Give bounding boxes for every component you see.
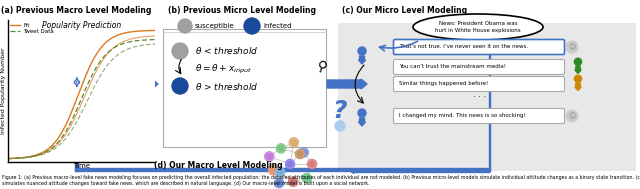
Text: News: President Obama was
hurt in White House explosions: News: President Obama was hurt in White … xyxy=(435,21,521,33)
Text: Similar things happened before!: Similar things happened before! xyxy=(399,81,488,87)
FancyArrow shape xyxy=(358,56,365,64)
Text: ⚲: ⚲ xyxy=(315,59,329,75)
FancyArrow shape xyxy=(73,146,79,151)
FancyArrow shape xyxy=(575,66,581,74)
Text: infected: infected xyxy=(263,23,291,29)
Circle shape xyxy=(275,167,285,177)
Circle shape xyxy=(275,179,284,187)
Circle shape xyxy=(307,160,317,169)
Text: Popularity Prediction: Popularity Prediction xyxy=(42,21,121,30)
FancyBboxPatch shape xyxy=(394,108,564,123)
Ellipse shape xyxy=(413,14,543,40)
Bar xyxy=(350,168,490,171)
Text: ☺: ☺ xyxy=(568,113,575,119)
Circle shape xyxy=(285,160,294,169)
FancyArrow shape xyxy=(350,169,490,174)
Text: ⚲: ⚲ xyxy=(136,59,150,75)
Text: ☺: ☺ xyxy=(568,44,575,50)
Circle shape xyxy=(172,43,188,59)
Bar xyxy=(338,23,636,171)
Text: susceptible: susceptible xyxy=(195,23,235,29)
Text: $\theta = \theta + x_{input}$: $\theta = \theta + x_{input}$ xyxy=(195,62,252,76)
Text: You can’t trust the mainstream media!: You can’t trust the mainstream media! xyxy=(399,64,506,70)
Text: ?: ? xyxy=(333,99,348,123)
Circle shape xyxy=(575,58,582,65)
Circle shape xyxy=(289,138,298,147)
Circle shape xyxy=(300,148,308,157)
Circle shape xyxy=(172,78,188,94)
Circle shape xyxy=(335,121,345,131)
Circle shape xyxy=(289,177,298,186)
Text: $\theta$ > threshold: $\theta$ > threshold xyxy=(195,81,259,91)
Circle shape xyxy=(296,149,305,159)
Circle shape xyxy=(296,149,305,159)
Circle shape xyxy=(178,19,192,33)
Circle shape xyxy=(275,167,285,177)
Circle shape xyxy=(265,152,274,161)
FancyArrow shape xyxy=(358,118,365,126)
Bar xyxy=(75,168,350,171)
Text: simulates nuanced attitude changes toward fake news, which are described in natu: simulates nuanced attitude changes towar… xyxy=(2,181,370,186)
Bar xyxy=(489,51,490,171)
Circle shape xyxy=(289,138,298,147)
Circle shape xyxy=(575,75,582,82)
Bar xyxy=(163,29,326,147)
Circle shape xyxy=(302,174,311,183)
Y-axis label: Infected Popularity Number: Infected Popularity Number xyxy=(1,47,6,134)
FancyBboxPatch shape xyxy=(394,60,564,74)
Circle shape xyxy=(358,47,366,55)
Circle shape xyxy=(289,177,298,186)
Circle shape xyxy=(566,110,578,122)
Circle shape xyxy=(302,174,311,183)
Text: (d) Our Macro Level Modeling: (d) Our Macro Level Modeling xyxy=(154,160,282,170)
Circle shape xyxy=(300,148,308,157)
Circle shape xyxy=(244,18,260,34)
Text: That’s not true. I’ve never seen it on the news.: That’s not true. I’ve never seen it on t… xyxy=(399,44,528,50)
FancyArrow shape xyxy=(118,79,158,89)
Circle shape xyxy=(285,160,294,169)
Text: (a) Previous Macro Level Modeling: (a) Previous Macro Level Modeling xyxy=(1,6,152,15)
Text: Figure 1: (a) Previous macro-level fake news modeling focuses on predicting the : Figure 1: (a) Previous macro-level fake … xyxy=(0,188,1,189)
Circle shape xyxy=(275,179,284,187)
Legend: Fit, Tweet Data: Fit, Tweet Data xyxy=(10,23,54,34)
FancyArrow shape xyxy=(327,79,367,89)
Circle shape xyxy=(265,152,274,161)
Circle shape xyxy=(276,144,285,153)
Circle shape xyxy=(358,109,366,117)
Circle shape xyxy=(566,41,578,53)
FancyBboxPatch shape xyxy=(394,40,564,54)
Circle shape xyxy=(269,166,278,175)
Circle shape xyxy=(307,160,317,169)
Bar xyxy=(75,151,78,171)
FancyArrow shape xyxy=(575,83,581,91)
Text: $\theta$ < threshold: $\theta$ < threshold xyxy=(195,46,259,57)
Text: I changed my mind. This news is so shocking!: I changed my mind. This news is so shock… xyxy=(399,114,525,119)
FancyBboxPatch shape xyxy=(394,77,564,91)
Circle shape xyxy=(276,144,285,153)
Text: · · ·: · · · xyxy=(474,92,486,101)
X-axis label: Time: Time xyxy=(73,163,90,169)
Text: Figure 1: (a) Previous macro-level fake news modeling focuses on predicting the : Figure 1: (a) Previous macro-level fake … xyxy=(2,175,640,180)
Text: (b) Previous Micro Level Modeling: (b) Previous Micro Level Modeling xyxy=(168,6,316,15)
Text: (c) Our Micro Level Modeling: (c) Our Micro Level Modeling xyxy=(342,6,467,15)
Circle shape xyxy=(269,166,278,175)
